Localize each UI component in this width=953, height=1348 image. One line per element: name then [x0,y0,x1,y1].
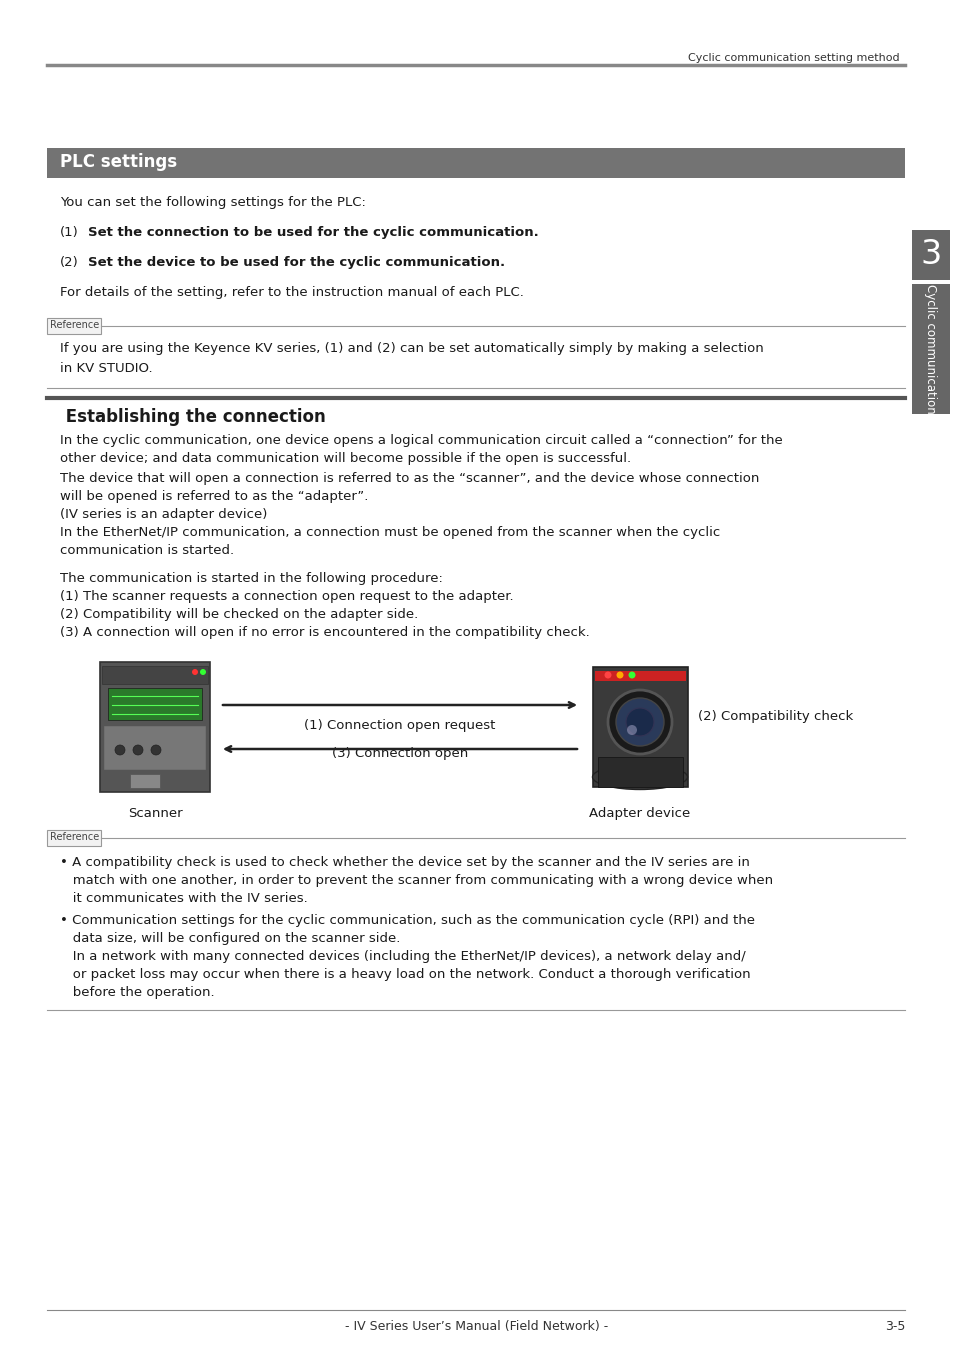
Text: (2) Compatibility check: (2) Compatibility check [698,710,852,723]
Text: communication is started.: communication is started. [60,545,233,557]
Text: will be opened is referred to as the “adapter”.: will be opened is referred to as the “ad… [60,491,368,503]
Text: 3: 3 [920,239,941,271]
Circle shape [607,690,671,754]
Text: If you are using the Keyence KV series, (1) and (2) can be set automatically sim: If you are using the Keyence KV series, … [60,342,763,355]
Text: • Communication settings for the cyclic communication, such as the communication: • Communication settings for the cyclic … [60,914,754,927]
Text: before the operation.: before the operation. [60,985,214,999]
Text: In the EtherNet/IP communication, a connection must be opened from the scanner w: In the EtherNet/IP communication, a conn… [60,526,720,539]
Bar [47,148,904,178]
Text: For details of the setting, refer to the instruction manual of each PLC.: For details of the setting, refer to the… [60,286,523,299]
Text: • A compatibility check is used to check whether the device set by the scanner a: • A compatibility check is used to check… [60,856,749,869]
Bar [100,662,210,793]
Text: Scanner: Scanner [128,807,182,820]
Text: The communication is started in the following procedure:: The communication is started in the foll… [60,572,442,585]
Text: Set the device to be used for the cyclic communication.: Set the device to be used for the cyclic… [88,256,504,270]
Ellipse shape [592,764,687,790]
Circle shape [192,669,198,675]
Bar [911,231,949,280]
Text: Cyclic communication setting method: Cyclic communication setting method [688,53,899,63]
Text: match with one another, in order to prevent the scanner from communicating with : match with one another, in order to prev… [60,874,772,887]
Text: or packet loss may occur when there is a heavy load on the network. Conduct a th: or packet loss may occur when there is a… [60,968,750,981]
Text: in KV STUDIO.: in KV STUDIO. [60,363,152,375]
Text: (3) Connection open: (3) Connection open [332,747,468,760]
Bar [47,830,101,847]
Text: Reference: Reference [50,319,99,330]
Text: Set the connection to be used for the cyclic communication.: Set the connection to be used for the cy… [88,226,538,239]
Circle shape [616,671,623,678]
Bar [595,671,685,681]
Text: Adapter device: Adapter device [589,807,690,820]
Text: - IV Series User’s Manual (Field Network) -: - IV Series User’s Manual (Field Network… [345,1320,608,1333]
Text: PLC settings: PLC settings [60,154,177,171]
Circle shape [626,725,637,735]
Bar [911,284,949,414]
Text: it communicates with the IV series.: it communicates with the IV series. [60,892,308,905]
Circle shape [132,745,143,755]
Text: (2): (2) [60,256,79,270]
Text: (1): (1) [60,226,79,239]
Circle shape [115,745,125,755]
Text: (3) A connection will open if no error is encountered in the compatibility check: (3) A connection will open if no error i… [60,625,589,639]
Text: (1) Connection open request: (1) Connection open request [304,718,496,732]
Text: In a network with many connected devices (including the EtherNet/IP devices), a : In a network with many connected devices… [60,950,745,962]
Bar [104,727,206,770]
Text: 3-5: 3-5 [883,1320,904,1333]
Bar [108,687,202,720]
Text: (2) Compatibility will be checked on the adapter side.: (2) Compatibility will be checked on the… [60,608,417,621]
Text: You can set the following settings for the PLC:: You can set the following settings for t… [60,195,366,209]
Circle shape [616,698,663,745]
Bar [130,774,160,789]
Text: data size, will be configured on the scanner side.: data size, will be configured on the sca… [60,931,400,945]
Text: (IV series is an adapter device): (IV series is an adapter device) [60,508,267,520]
Text: Reference: Reference [50,832,99,842]
Circle shape [628,671,635,678]
Bar [102,666,208,683]
Circle shape [151,745,161,755]
Text: (1) The scanner requests a connection open request to the adapter.: (1) The scanner requests a connection op… [60,590,513,603]
Text: In the cyclic communication, one device opens a logical communication circuit ca: In the cyclic communication, one device … [60,434,781,448]
Text: other device; and data communication will become possible if the open is success: other device; and data communication wil… [60,452,631,465]
Bar [593,667,687,787]
Text: Cyclic communication: Cyclic communication [923,284,937,414]
Text: The device that will open a connection is referred to as the “scanner”, and the : The device that will open a connection i… [60,472,759,485]
Bar [598,758,682,787]
Circle shape [625,708,654,736]
Text: Establishing the connection: Establishing the connection [60,408,325,426]
Circle shape [604,671,611,678]
Bar [47,318,101,334]
Circle shape [200,669,206,675]
